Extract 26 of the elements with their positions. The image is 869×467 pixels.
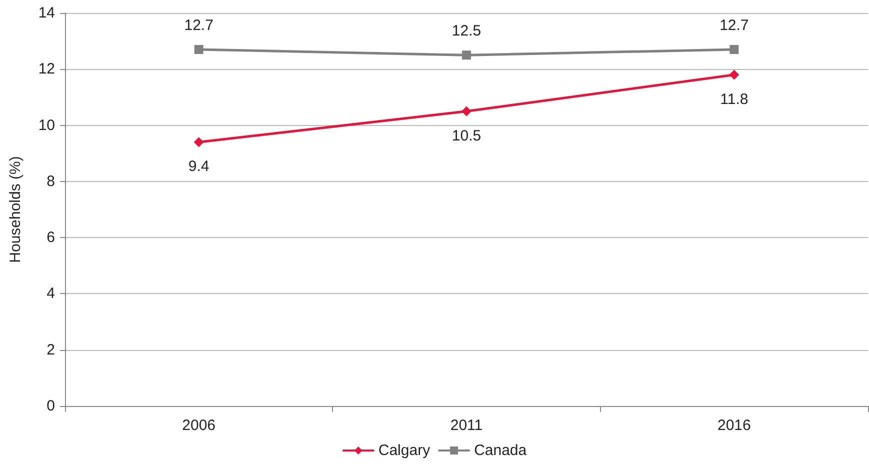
data-label: 11.8 <box>720 90 748 108</box>
y-tick-label: 10 <box>38 116 55 134</box>
y-tick-label: 14 <box>38 4 55 22</box>
point <box>194 137 204 148</box>
point <box>462 50 471 60</box>
x-tick-label: 2006 <box>182 417 216 434</box>
data-label: 12.7 <box>184 16 214 34</box>
point <box>194 44 204 54</box>
y-tick-label: 2 <box>46 341 55 358</box>
x-tick-label: 2016 <box>717 417 751 434</box>
point <box>462 106 472 116</box>
y-tick-label: 8 <box>46 172 55 190</box>
x-tick-label: 2011 <box>450 417 483 434</box>
y-tick-label: 12 <box>38 60 55 78</box>
data-label: 12.7 <box>720 16 749 34</box>
point <box>729 70 740 80</box>
data-label: 12.5 <box>452 22 482 40</box>
y-tick-label: 4 <box>46 285 55 302</box>
data-label: 9.4 <box>188 158 210 176</box>
point <box>730 44 739 54</box>
y-tick-label: 6 <box>46 229 55 246</box>
y-tick-label: 0 <box>46 398 55 414</box>
legend-label: Calgary <box>378 442 431 459</box>
y-axis-title: Households (%) <box>7 156 24 263</box>
data-label: 10.5 <box>452 127 482 144</box>
legend-label: Canada <box>474 442 528 459</box>
